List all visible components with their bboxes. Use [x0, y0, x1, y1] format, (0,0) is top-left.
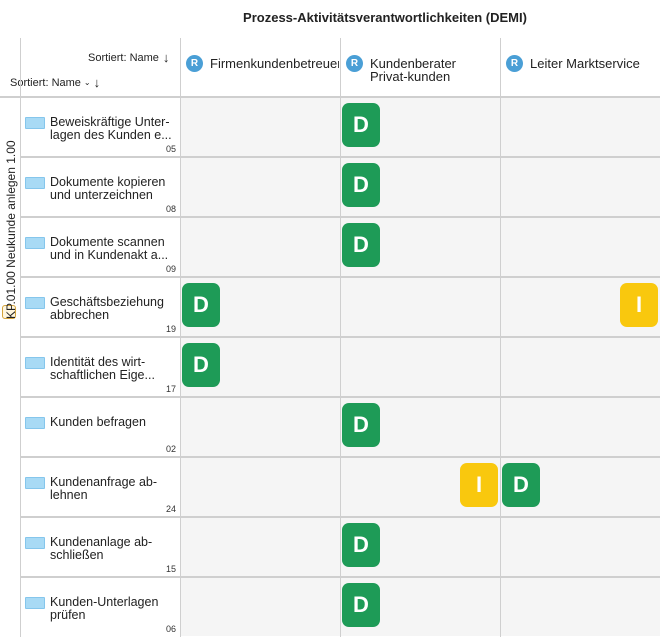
column-header-leiter-marktservice[interactable]: R Leiter Marktservice: [506, 52, 660, 92]
table-row: Kunden-Unterlagen prüfen 06 D: [20, 578, 660, 636]
demi-d-badge[interactable]: D: [342, 163, 380, 207]
demi-d-badge[interactable]: D: [502, 463, 540, 507]
sort-down-arrow-icon: ↓: [162, 50, 170, 65]
demi-i-badge[interactable]: I: [620, 283, 658, 327]
process-step[interactable]: Identität des wirt-schaftlichen Eige... …: [20, 338, 180, 396]
matrix-title: Prozess-Aktivitätsverantwortlichkeiten (…: [243, 10, 527, 25]
sort-columns-control[interactable]: Sortiert: Name ↓: [88, 51, 169, 64]
divider: [20, 38, 21, 637]
table-row: Dokumente kopieren und unterzeichnen 08 …: [20, 158, 660, 216]
column-label: Leiter Marktservice: [530, 56, 640, 71]
process-step-label[interactable]: Geschäftsbeziehung abbrechen: [50, 295, 164, 322]
row-cells: [180, 578, 660, 636]
process-step-icon: [25, 417, 45, 429]
row-cells: [180, 98, 660, 156]
process-step[interactable]: Kunden-Unterlagen prüfen 06: [20, 578, 180, 636]
row-cells: [180, 398, 660, 456]
process-step-icon: [25, 237, 45, 249]
header-divider: [0, 96, 660, 98]
process-step[interactable]: Geschäftsbeziehung abbrechen 19: [20, 278, 180, 336]
process-group-label: KP.01.00 Neukunde anlegen 1.00: [4, 140, 18, 319]
demi-d-badge[interactable]: D: [182, 343, 220, 387]
sort-columns-label: Sortiert: Name: [88, 51, 159, 64]
process-step-label[interactable]: Dokumente kopieren und unterzeichnen: [50, 175, 166, 202]
process-step-number: 19: [165, 324, 176, 334]
process-step-icon: [25, 117, 45, 129]
row-cells: [180, 278, 660, 336]
process-step-number: 05: [165, 144, 176, 154]
process-step-label[interactable]: Identität des wirt-schaftlichen Eige...: [50, 355, 155, 382]
row-cells: [180, 338, 660, 396]
divider: [340, 38, 341, 637]
process-step-icon: [25, 537, 45, 549]
demi-d-badge[interactable]: D: [342, 583, 380, 627]
table-row: Identität des wirt-schaftlichen Eige... …: [20, 338, 660, 396]
process-step[interactable]: Kundenanfrage ab-lehnen 24: [20, 458, 180, 516]
process-step-number: 08: [165, 204, 176, 214]
table-row: Geschäftsbeziehung abbrechen 19 D I: [20, 278, 660, 336]
row-cells: [180, 458, 660, 516]
process-step[interactable]: Dokumente kopieren und unterzeichnen 08: [20, 158, 180, 216]
table-row: Dokumente scannen und in Kundenakt a... …: [20, 218, 660, 276]
process-step-icon: [25, 477, 45, 489]
role-icon: R: [186, 55, 203, 72]
row-cells: [180, 218, 660, 276]
sort-rows-label: Sortiert: Name: [10, 76, 81, 89]
process-step-number: 09: [165, 264, 176, 274]
demi-d-badge[interactable]: D: [342, 103, 380, 147]
process-step-number: 06: [165, 624, 176, 634]
demi-d-badge[interactable]: D: [342, 523, 380, 567]
process-step-label[interactable]: Dokumente scannen und in Kundenakt a...: [50, 235, 169, 262]
row-cells: [180, 158, 660, 216]
demi-d-badge[interactable]: D: [182, 283, 220, 327]
table-row: Kundenanlage ab-schließen 15 D: [20, 518, 660, 576]
process-step-icon: [25, 357, 45, 369]
process-step-number: 02: [165, 444, 176, 454]
process-step[interactable]: Beweiskräftige Unter-lagen des Kunden e.…: [20, 98, 180, 156]
row-cells: [180, 518, 660, 576]
demi-d-badge[interactable]: D: [342, 403, 380, 447]
column-label: Kundenberater Privat-kunden: [370, 56, 457, 84]
process-step[interactable]: Dokumente scannen und in Kundenakt a... …: [20, 218, 180, 276]
process-step-icon: [25, 597, 45, 609]
divider: [180, 38, 181, 637]
process-step-icon: [25, 297, 45, 309]
process-step[interactable]: Kundenanlage ab-schließen 15: [20, 518, 180, 576]
divider: [500, 38, 501, 637]
table-row: Kunden befragen 02 D: [20, 398, 660, 456]
process-step-number: 15: [165, 564, 176, 574]
sort-down-arrow-icon: ↓: [93, 75, 101, 90]
role-icon: R: [506, 55, 523, 72]
chevron-down-icon[interactable]: ⌄: [83, 78, 91, 87]
process-step-label[interactable]: Kunden-Unterlagen prüfen: [50, 595, 159, 622]
process-step-number: 17: [165, 384, 176, 394]
table-row: Beweiskräftige Unter-lagen des Kunden e.…: [20, 98, 660, 156]
process-group-icon: [2, 305, 16, 319]
process-step[interactable]: Kunden befragen 02: [20, 398, 180, 456]
process-step-label[interactable]: Kundenanlage ab-schließen: [50, 535, 153, 562]
column-header-kundenberater-privatkunden[interactable]: R Kundenberater Privat-kunden: [346, 52, 499, 92]
process-step-number: 24: [165, 504, 176, 514]
column-header-firmenkundenbetreuer[interactable]: R Firmenkundenbetreuer: [186, 52, 339, 92]
process-step-label[interactable]: Beweiskräftige Unter-lagen des Kunden e.…: [50, 115, 172, 142]
column-label: Firmenkundenbetreuer: [210, 56, 339, 71]
role-icon: R: [346, 55, 363, 72]
sort-rows-control[interactable]: Sortiert: Name ⌄ ↓: [10, 76, 100, 89]
demi-i-badge[interactable]: I: [460, 463, 498, 507]
demi-d-badge[interactable]: D: [342, 223, 380, 267]
process-step-label[interactable]: Kunden befragen: [50, 415, 146, 429]
process-step-label[interactable]: Kundenanfrage ab-lehnen: [50, 475, 158, 502]
process-step-icon: [25, 177, 45, 189]
